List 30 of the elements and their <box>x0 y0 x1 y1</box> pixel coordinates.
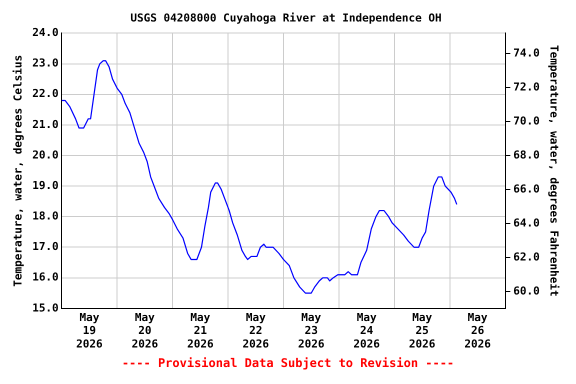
y-axis-title: Temperature, water, degrees Celsius <box>11 54 24 287</box>
y2-tick-label: 68.0 <box>513 148 540 162</box>
x-tick-label: May 25 2026 <box>408 310 436 350</box>
x-tick-label: May 26 2026 <box>464 310 492 350</box>
y2-tick-label: 64.0 <box>513 216 540 230</box>
x-tick-label: May 22 2026 <box>242 310 270 350</box>
chart-title: USGS 04208000 Cuyahoga River at Independence OH <box>130 11 442 24</box>
y2-tick-label: 70.0 <box>513 114 540 128</box>
y-tick-label: 22.0 <box>32 87 59 100</box>
y2-tick-label: 60.0 <box>513 284 540 298</box>
x-tick-label: May 20 2026 <box>132 310 158 350</box>
y2-tick-label: 66.0 <box>513 182 540 196</box>
y-tick-label: 23.0 <box>32 56 59 70</box>
y-tick-label: 20.0 <box>32 148 59 162</box>
x-tick-label: May 19 2026 <box>76 310 104 350</box>
x-tick-label: May 21 2026 <box>187 310 214 350</box>
y-tick-label: 17.0 <box>32 240 59 254</box>
y2-axis-title: Temperature, water, degrees Fahrenheit <box>548 44 561 297</box>
x-tick-label: May 23 2026 <box>298 310 325 350</box>
text: ---- Provisional Data Subject to Revision ---- <box>120 355 456 372</box>
y-tick-label: 18.0 <box>32 210 59 223</box>
y-tick-label: 16.0 <box>32 270 59 284</box>
y-tick-label: 19.0 <box>32 178 59 192</box>
y2-tick-label: 62.0 <box>513 250 540 264</box>
y-tick-label: 24.0 <box>32 26 59 40</box>
y-tick-label: 15.0 <box>32 301 59 314</box>
y2-tick-label: 74.0 <box>513 46 540 60</box>
x-tick-label: May 24 2026 <box>353 310 380 350</box>
y-tick-label: 21.0 <box>32 118 59 131</box>
y2-tick-label: 72.0 <box>513 80 540 94</box>
